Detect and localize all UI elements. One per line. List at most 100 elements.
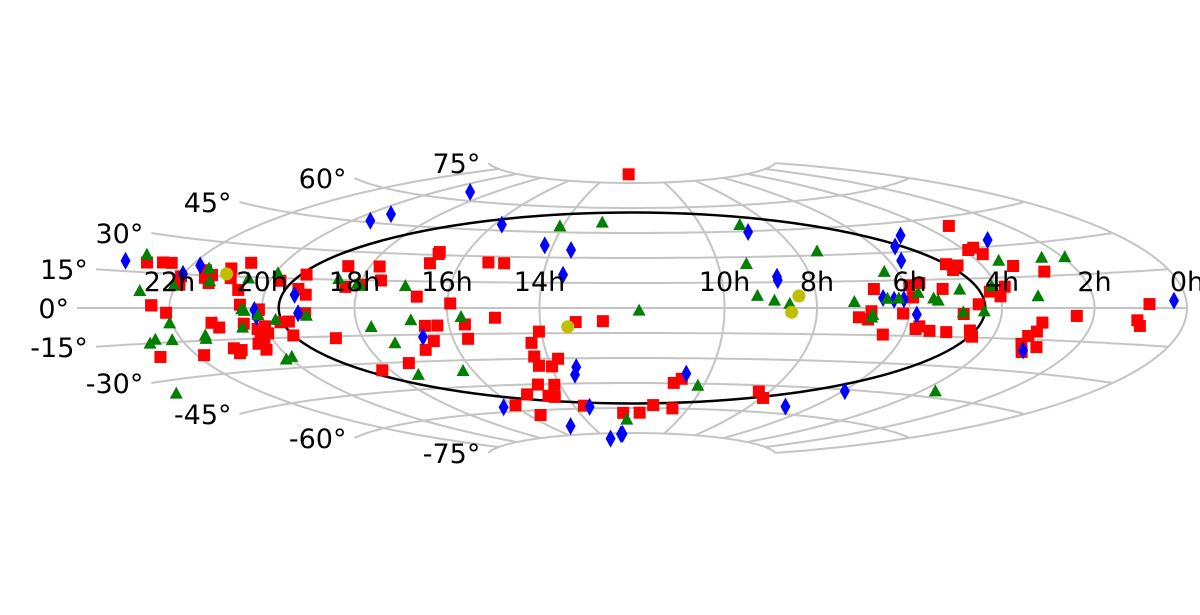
square-marker	[913, 276, 926, 289]
diamond-marker	[1168, 291, 1179, 310]
square-marker	[521, 388, 534, 401]
square-marker	[923, 324, 936, 337]
triangle-marker	[388, 336, 402, 349]
triangle-marker	[1058, 250, 1072, 263]
triangle-marker	[632, 303, 646, 316]
dec-tick-label: -15°	[30, 333, 88, 364]
square-marker	[528, 350, 541, 363]
square-marker	[402, 357, 415, 370]
square-marker	[488, 311, 501, 324]
triangle-marker	[810, 244, 824, 257]
triangle-marker	[931, 293, 945, 306]
circle-marker	[220, 267, 234, 281]
triangle-marker	[140, 247, 154, 260]
square-marker	[431, 319, 444, 332]
triangle-marker	[202, 261, 216, 274]
square-marker	[903, 279, 916, 292]
diamond-marker	[911, 305, 922, 324]
triangle-marker	[553, 219, 567, 232]
square-marker	[160, 306, 173, 319]
square-marker	[998, 280, 1011, 293]
square-marker	[509, 399, 522, 412]
meridian-gridline	[353, 176, 542, 440]
ra-tick-label: 16h	[421, 267, 472, 298]
triangle-marker	[269, 312, 283, 325]
meridian-gridline	[538, 181, 601, 435]
meridian-gridline	[775, 162, 1189, 454]
dec-tick-label: -75°	[423, 439, 481, 470]
dec-tick-label: 60°	[299, 164, 347, 195]
square-marker	[966, 330, 979, 343]
square-marker	[1070, 309, 1083, 322]
square-marker	[552, 352, 565, 365]
triangle-marker	[332, 272, 346, 285]
diamond-marker	[178, 264, 189, 283]
square-marker	[419, 343, 432, 356]
square-marker	[940, 326, 953, 339]
square-marker	[666, 402, 679, 415]
square-marker	[260, 343, 273, 356]
square-marker	[909, 323, 922, 336]
triangle-marker	[992, 253, 1006, 266]
square-marker	[1133, 319, 1146, 332]
dec-tick-label: 0°	[38, 294, 69, 325]
square-marker	[976, 248, 989, 261]
square-marker	[410, 290, 423, 303]
triangle-marker	[911, 285, 925, 298]
ra-tick-label: 2h	[1077, 267, 1111, 298]
meridian-gridline	[764, 168, 1096, 448]
triangle-marker	[739, 256, 753, 269]
triangle-marker	[242, 271, 256, 284]
square-marker	[633, 406, 646, 419]
ra-tick-label: 6h	[892, 267, 926, 298]
diamond-marker	[780, 397, 791, 416]
diamond-marker	[569, 365, 580, 384]
square-marker	[876, 328, 889, 341]
triangle-marker	[271, 266, 285, 279]
square-marker	[251, 322, 264, 335]
square-marker	[498, 257, 511, 270]
square-marker	[947, 264, 960, 277]
square-marker	[287, 329, 300, 342]
square-marker	[1143, 298, 1156, 311]
triangle-marker	[456, 364, 470, 377]
ra-tick-label: 22h	[144, 267, 195, 298]
tick-labels: 10h 8h 6h 4h 2h 0h 22h 20h 18h 16h 14h 75° 60° 45° 30°…	[30, 149, 1200, 470]
square-marker	[245, 256, 258, 269]
triangle-marker	[350, 276, 364, 289]
dec-tick-label: 75°	[432, 149, 480, 180]
diamond-marker	[605, 429, 616, 448]
square-marker	[548, 378, 561, 391]
square-marker	[232, 283, 245, 296]
square-marker	[462, 332, 475, 345]
data-markers	[120, 168, 1179, 448]
square-marker	[532, 359, 545, 372]
ra-tick-label: 10h	[699, 267, 750, 298]
triangle-marker	[364, 320, 378, 333]
ra-tick-label: 0h	[1170, 267, 1200, 298]
triangle-marker	[167, 278, 181, 291]
diamond-marker	[465, 183, 476, 202]
triangle-marker	[880, 291, 894, 304]
triangle-marker	[251, 308, 265, 321]
meridian-gridline	[663, 181, 726, 435]
diamond-marker	[839, 382, 850, 401]
square-marker	[342, 260, 355, 273]
diamond-marker	[293, 304, 304, 323]
square-marker	[596, 315, 609, 328]
ra-tick-label: 8h	[800, 267, 834, 298]
square-marker	[647, 399, 660, 412]
diamond-marker	[558, 265, 569, 284]
circle-marker	[785, 305, 799, 319]
square-marker	[376, 364, 389, 377]
diamond-marker	[889, 290, 900, 309]
square-marker	[525, 336, 538, 349]
diamond-marker	[743, 223, 754, 242]
square-marker	[936, 282, 949, 295]
square-marker	[1030, 341, 1043, 354]
triangle-marker	[956, 305, 970, 318]
triangle-marker	[928, 384, 942, 397]
square-marker	[1022, 329, 1035, 342]
diamond-marker	[539, 236, 550, 255]
diamond-marker	[496, 215, 507, 234]
